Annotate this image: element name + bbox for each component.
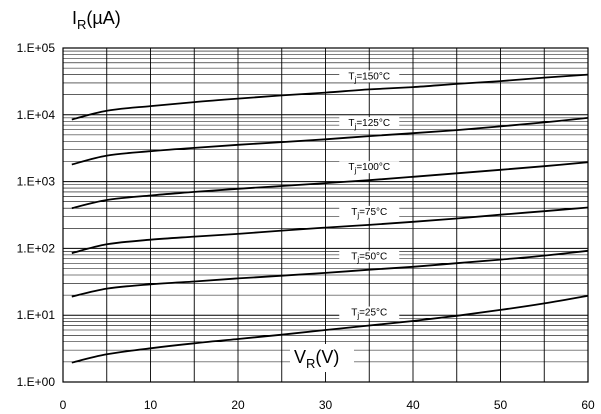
series-label-background <box>339 306 400 319</box>
series-label-sub: j <box>356 211 359 220</box>
series-label-main: T <box>351 207 357 218</box>
series-curve <box>71 294 589 364</box>
series-label-background <box>339 117 400 130</box>
series-label: Tj=75°C <box>351 207 387 220</box>
series-label-sub: j <box>354 166 357 175</box>
series-label-rest: =125°C <box>356 118 390 129</box>
x-tick-label: 40 <box>406 398 420 412</box>
x-axis-title-background <box>290 344 354 372</box>
y-tick-label: 1.E+02 <box>17 241 56 255</box>
series-label-main: T <box>348 118 354 129</box>
series-label-sub: j <box>354 122 357 131</box>
y-axis-title-sub: R <box>77 17 86 32</box>
series-label: Tj=150°C <box>348 71 390 84</box>
series-label-rest: =25°C <box>359 308 387 319</box>
y-tick-label: 1.E+05 <box>17 41 56 55</box>
x-tick-label: 0 <box>60 398 67 412</box>
y-tick-label: 1.E+01 <box>17 308 56 322</box>
series-label-sub: j <box>356 256 359 265</box>
x-tick-label: 30 <box>319 398 333 412</box>
series-label-background <box>339 70 400 83</box>
x-tick-labels: 0 10 20 30 40 50 60 <box>60 398 595 412</box>
series-label: Tj=125°C <box>348 118 390 131</box>
x-tick-label: 20 <box>231 398 245 412</box>
series-label-sub: j <box>354 75 357 84</box>
x-axis-title-sub: R <box>306 356 315 371</box>
x-tick-label: 10 <box>144 398 158 412</box>
series-label-rest: =100°C <box>356 162 390 173</box>
x-axis-title-main: V <box>294 347 306 367</box>
series-label-rest: =150°C <box>356 71 390 82</box>
y-axis-title-main: I <box>72 8 77 28</box>
x-axis-title: VR(V) <box>294 347 339 371</box>
series-label-main: T <box>351 252 357 263</box>
series-label-rest: =50°C <box>359 252 387 263</box>
y-tick-label: 1.E+00 <box>17 375 56 389</box>
y-tick-labels: 1.E+00 1.E+01 1.E+02 1.E+03 1.E+04 1.E+05 <box>17 41 56 389</box>
x-axis-title-unit: (V) <box>315 347 339 367</box>
series-label: Tj=100°C <box>348 162 390 175</box>
series-label-background <box>339 161 400 174</box>
x-tick-label: 50 <box>494 398 508 412</box>
series-labels: Tj=150°CTj=125°CTj=100°CTj=75°CTj=50°CTj… <box>339 70 400 321</box>
series-curve <box>71 117 589 166</box>
series-label-sub: j <box>356 312 359 321</box>
y-axis-title-unit: (µA) <box>86 8 120 28</box>
x-tick-label: 60 <box>581 398 595 412</box>
series-label-rest: =75°C <box>359 207 387 218</box>
y-tick-label: 1.E+03 <box>17 175 56 189</box>
plot-frame <box>62 47 589 383</box>
y-tick-label: 1.E+04 <box>17 108 56 122</box>
series-label-main: T <box>348 71 354 82</box>
series-curves <box>71 73 589 364</box>
series-curve <box>71 73 589 121</box>
series-label-main: T <box>348 162 354 173</box>
series-label-main: T <box>351 308 357 319</box>
series-label: Tj=25°C <box>351 308 387 321</box>
series-curve <box>71 249 589 298</box>
series-label: Tj=50°C <box>351 252 387 265</box>
grid <box>63 48 588 383</box>
series-curve <box>71 161 589 210</box>
series-label-background <box>339 205 400 218</box>
series-curve <box>71 206 589 254</box>
series-label-background <box>339 250 400 263</box>
y-axis-title: IR(µA) <box>72 8 121 32</box>
